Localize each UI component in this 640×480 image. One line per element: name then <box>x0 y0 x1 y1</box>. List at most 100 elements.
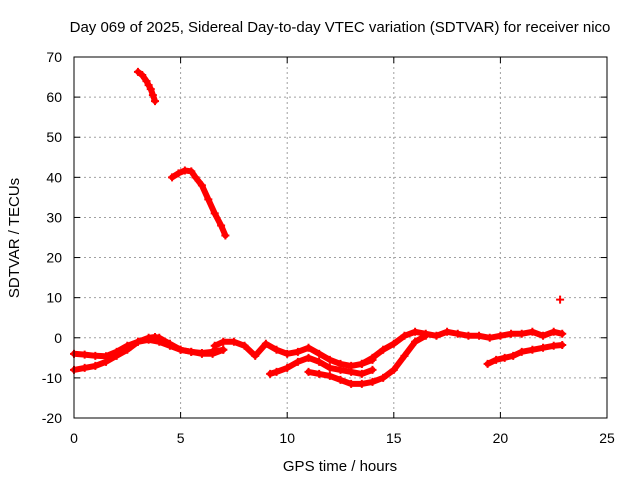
series-track-f <box>266 353 377 378</box>
data-point <box>368 353 377 362</box>
data-point <box>165 339 174 348</box>
data-point <box>464 331 473 340</box>
data-point <box>91 351 100 360</box>
x-axis-label: GPS time / hours <box>283 458 397 475</box>
y-tick-label: 50 <box>46 129 62 145</box>
data-point <box>293 347 302 356</box>
data-point <box>325 355 334 364</box>
plot-area <box>70 67 567 388</box>
data-point <box>144 81 153 90</box>
data-point <box>539 331 548 340</box>
data-point <box>357 369 366 378</box>
data-point <box>251 351 260 360</box>
data-point <box>191 173 200 182</box>
data-point <box>315 369 324 378</box>
data-point <box>146 85 155 94</box>
data-point <box>558 340 567 349</box>
data-point <box>91 361 100 370</box>
y-tick-label: 40 <box>46 169 62 185</box>
y-tick-label: 70 <box>46 49 62 65</box>
data-point <box>187 167 196 176</box>
data-point <box>217 221 226 230</box>
data-point <box>315 357 324 366</box>
series-track-j <box>556 295 565 304</box>
data-point <box>210 341 219 350</box>
data-point <box>283 363 292 372</box>
y-tick-label: -20 <box>42 410 62 426</box>
data-point <box>133 337 142 346</box>
data-point <box>500 353 509 362</box>
data-point <box>272 345 281 354</box>
data-point <box>389 339 398 348</box>
series-band <box>211 338 376 369</box>
series-track-d <box>70 332 228 374</box>
data-point <box>368 365 377 374</box>
data-point <box>347 379 356 388</box>
series-track-a <box>133 67 160 106</box>
axis-ticks: 0 5 10 15 20 25 -20 -10 0 10 20 30 40 50 60 70 <box>42 49 615 446</box>
series-band <box>169 167 229 239</box>
data-point <box>517 347 526 356</box>
y-tick-label: 0 <box>54 330 62 346</box>
data-point <box>517 329 526 338</box>
data-point <box>272 367 281 376</box>
data-point <box>266 369 275 378</box>
data-point <box>304 353 313 362</box>
data-point <box>148 91 157 100</box>
data-point <box>151 97 160 106</box>
x-tick-label: 15 <box>386 430 402 446</box>
data-point <box>443 327 452 336</box>
data-point <box>176 345 185 354</box>
data-point <box>483 359 492 368</box>
data-point <box>549 341 558 350</box>
data-point <box>379 373 388 382</box>
data-point <box>325 371 334 380</box>
y-tick-label: 30 <box>46 209 62 225</box>
data-point <box>261 339 270 348</box>
data-point <box>155 333 164 342</box>
y-tick-label: 60 <box>46 89 62 105</box>
data-point <box>357 359 366 368</box>
x-tick-label: 5 <box>177 430 185 446</box>
data-point <box>168 173 177 182</box>
data-point <box>229 337 238 346</box>
data-point <box>293 357 302 366</box>
data-point <box>400 331 409 340</box>
y-tick-label: 20 <box>46 250 62 266</box>
series-band <box>484 342 566 367</box>
data-point <box>492 355 501 364</box>
data-point <box>240 341 249 350</box>
data-point <box>210 209 219 218</box>
data-point <box>197 181 206 190</box>
data-point <box>208 349 217 358</box>
data-point <box>197 349 206 358</box>
y-tick-label: -10 <box>42 370 62 386</box>
data-point <box>507 329 516 338</box>
data-point <box>485 333 494 342</box>
data-point <box>133 67 142 76</box>
data-point <box>174 169 183 178</box>
data-point <box>304 367 313 376</box>
data-point <box>368 377 377 386</box>
data-point <box>80 363 89 372</box>
data-point <box>357 379 366 388</box>
data-point <box>556 295 565 304</box>
y-tick-label: 10 <box>46 290 62 306</box>
data-point <box>509 351 518 360</box>
series-track-g <box>304 331 430 388</box>
data-point <box>432 331 441 340</box>
x-tick-label: 10 <box>279 430 295 446</box>
data-point <box>123 345 132 354</box>
data-point <box>112 351 121 360</box>
data-point <box>187 347 196 356</box>
x-tick-label: 20 <box>493 430 509 446</box>
data-point <box>142 77 151 86</box>
data-point <box>400 351 409 360</box>
data-point <box>549 327 558 336</box>
data-point <box>347 367 356 376</box>
data-point <box>379 345 388 354</box>
data-point <box>411 337 420 346</box>
data-point <box>101 357 110 366</box>
data-point <box>304 343 313 352</box>
